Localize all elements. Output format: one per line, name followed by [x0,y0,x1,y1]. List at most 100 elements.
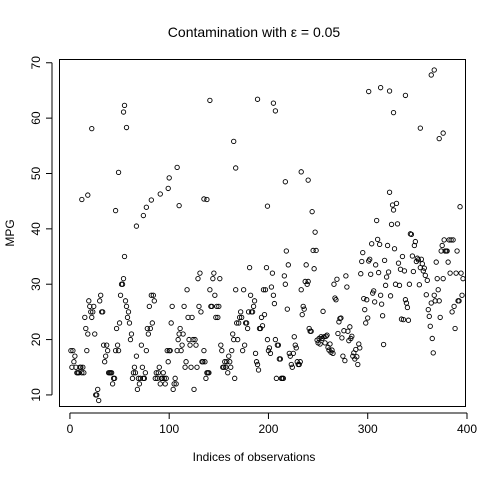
data-point [271,300,278,307]
data-point [400,316,407,323]
data-point [190,336,196,343]
data-point [142,370,149,376]
y-tick-label: 70 [29,56,43,70]
data-point [416,282,422,288]
data-point [347,324,353,330]
chart-title: Contamination with ε = 0.05 [168,24,341,40]
data-point [415,257,421,263]
data-point [324,332,330,338]
data-point [165,359,171,365]
data-point [200,359,206,365]
data-point [252,350,259,357]
data-point [383,274,390,280]
data-point [115,169,122,176]
data-point [143,347,150,354]
data-point [116,320,123,326]
data-point [434,276,440,282]
data-point [386,88,393,94]
data-point [166,175,172,181]
data-point [447,270,453,276]
data-point [373,262,379,268]
data-point [156,364,162,370]
data-point [191,386,197,393]
data-point [251,298,258,304]
data-point [421,265,427,271]
data-point [165,185,171,192]
data-point [431,67,437,73]
data-point [375,269,382,276]
data-point [313,247,319,254]
y-tick-label: 50 [29,166,43,180]
y-axis: 10 20 30 40 50 60 70 [29,56,53,402]
data-point [82,314,88,321]
data-point [387,293,394,299]
data-point [88,309,94,315]
data-point [305,278,311,285]
data-point [207,287,213,293]
data-point [201,347,207,354]
data-point [217,276,223,282]
data-point [354,354,360,360]
data-point [120,109,127,115]
x-tick-label: 100 [159,422,179,436]
data-point [298,287,304,293]
data-point [420,268,426,274]
data-point [231,138,237,145]
data-point [143,204,150,210]
data-point [172,375,178,381]
data-point [405,317,412,323]
data-point [362,307,368,313]
data-point [121,253,128,260]
data-point [283,248,289,254]
data-point [255,367,262,373]
data-point [427,323,433,329]
data-point [167,347,173,354]
data-point [151,298,157,304]
data-point [371,288,377,294]
data-point [417,125,423,131]
data-point [262,287,269,293]
y-tick-label: 40 [29,222,43,236]
data-point [224,359,230,365]
data-point [419,261,425,267]
data-point [331,281,337,287]
data-point [129,375,136,381]
data-point [95,386,101,393]
data-point [123,124,130,131]
data-point [108,370,115,376]
data-point [203,375,209,381]
data-point [83,325,89,332]
data-point [435,287,441,293]
data-point [163,375,169,381]
data-point [84,347,90,354]
data-point [330,350,336,357]
data-point [149,320,155,326]
data-point [68,347,74,354]
data-point [358,271,364,277]
data-point [228,364,234,370]
data-point [244,325,251,332]
data-point [458,270,464,276]
data-point [232,375,238,381]
data-point [238,309,244,315]
data-point [433,259,439,265]
data-point [439,242,445,249]
data-point [440,276,446,282]
data-point [79,196,85,203]
data-point [209,303,215,310]
data-point [119,281,126,287]
data-point [428,300,434,306]
data-point [394,221,401,227]
data-point [301,306,307,312]
data-point [134,386,141,393]
data-point [138,342,145,348]
data-point [404,304,411,311]
data-point [297,359,303,365]
y-tick-label: 30 [29,277,43,291]
data-point [104,347,111,354]
data-point [180,331,186,337]
data-point [192,336,198,343]
data-point [103,353,109,359]
data-point [311,266,317,272]
